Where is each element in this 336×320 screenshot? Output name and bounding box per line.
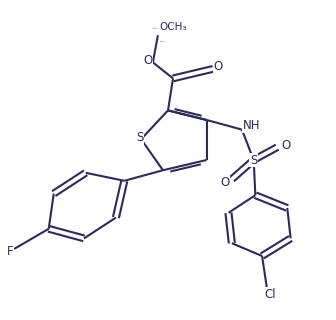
Text: methoxy: methoxy (160, 41, 166, 42)
Text: O: O (214, 60, 223, 73)
Text: S: S (250, 154, 257, 166)
Text: O: O (143, 54, 153, 67)
Text: Cl: Cl (265, 288, 276, 301)
Text: O: O (220, 176, 230, 189)
Text: NH: NH (243, 119, 260, 132)
Text: O: O (281, 139, 290, 152)
Text: F: F (7, 245, 13, 258)
Text: methoxy: methoxy (153, 28, 159, 29)
Text: OCH₃: OCH₃ (160, 22, 187, 32)
Text: S: S (136, 131, 143, 144)
